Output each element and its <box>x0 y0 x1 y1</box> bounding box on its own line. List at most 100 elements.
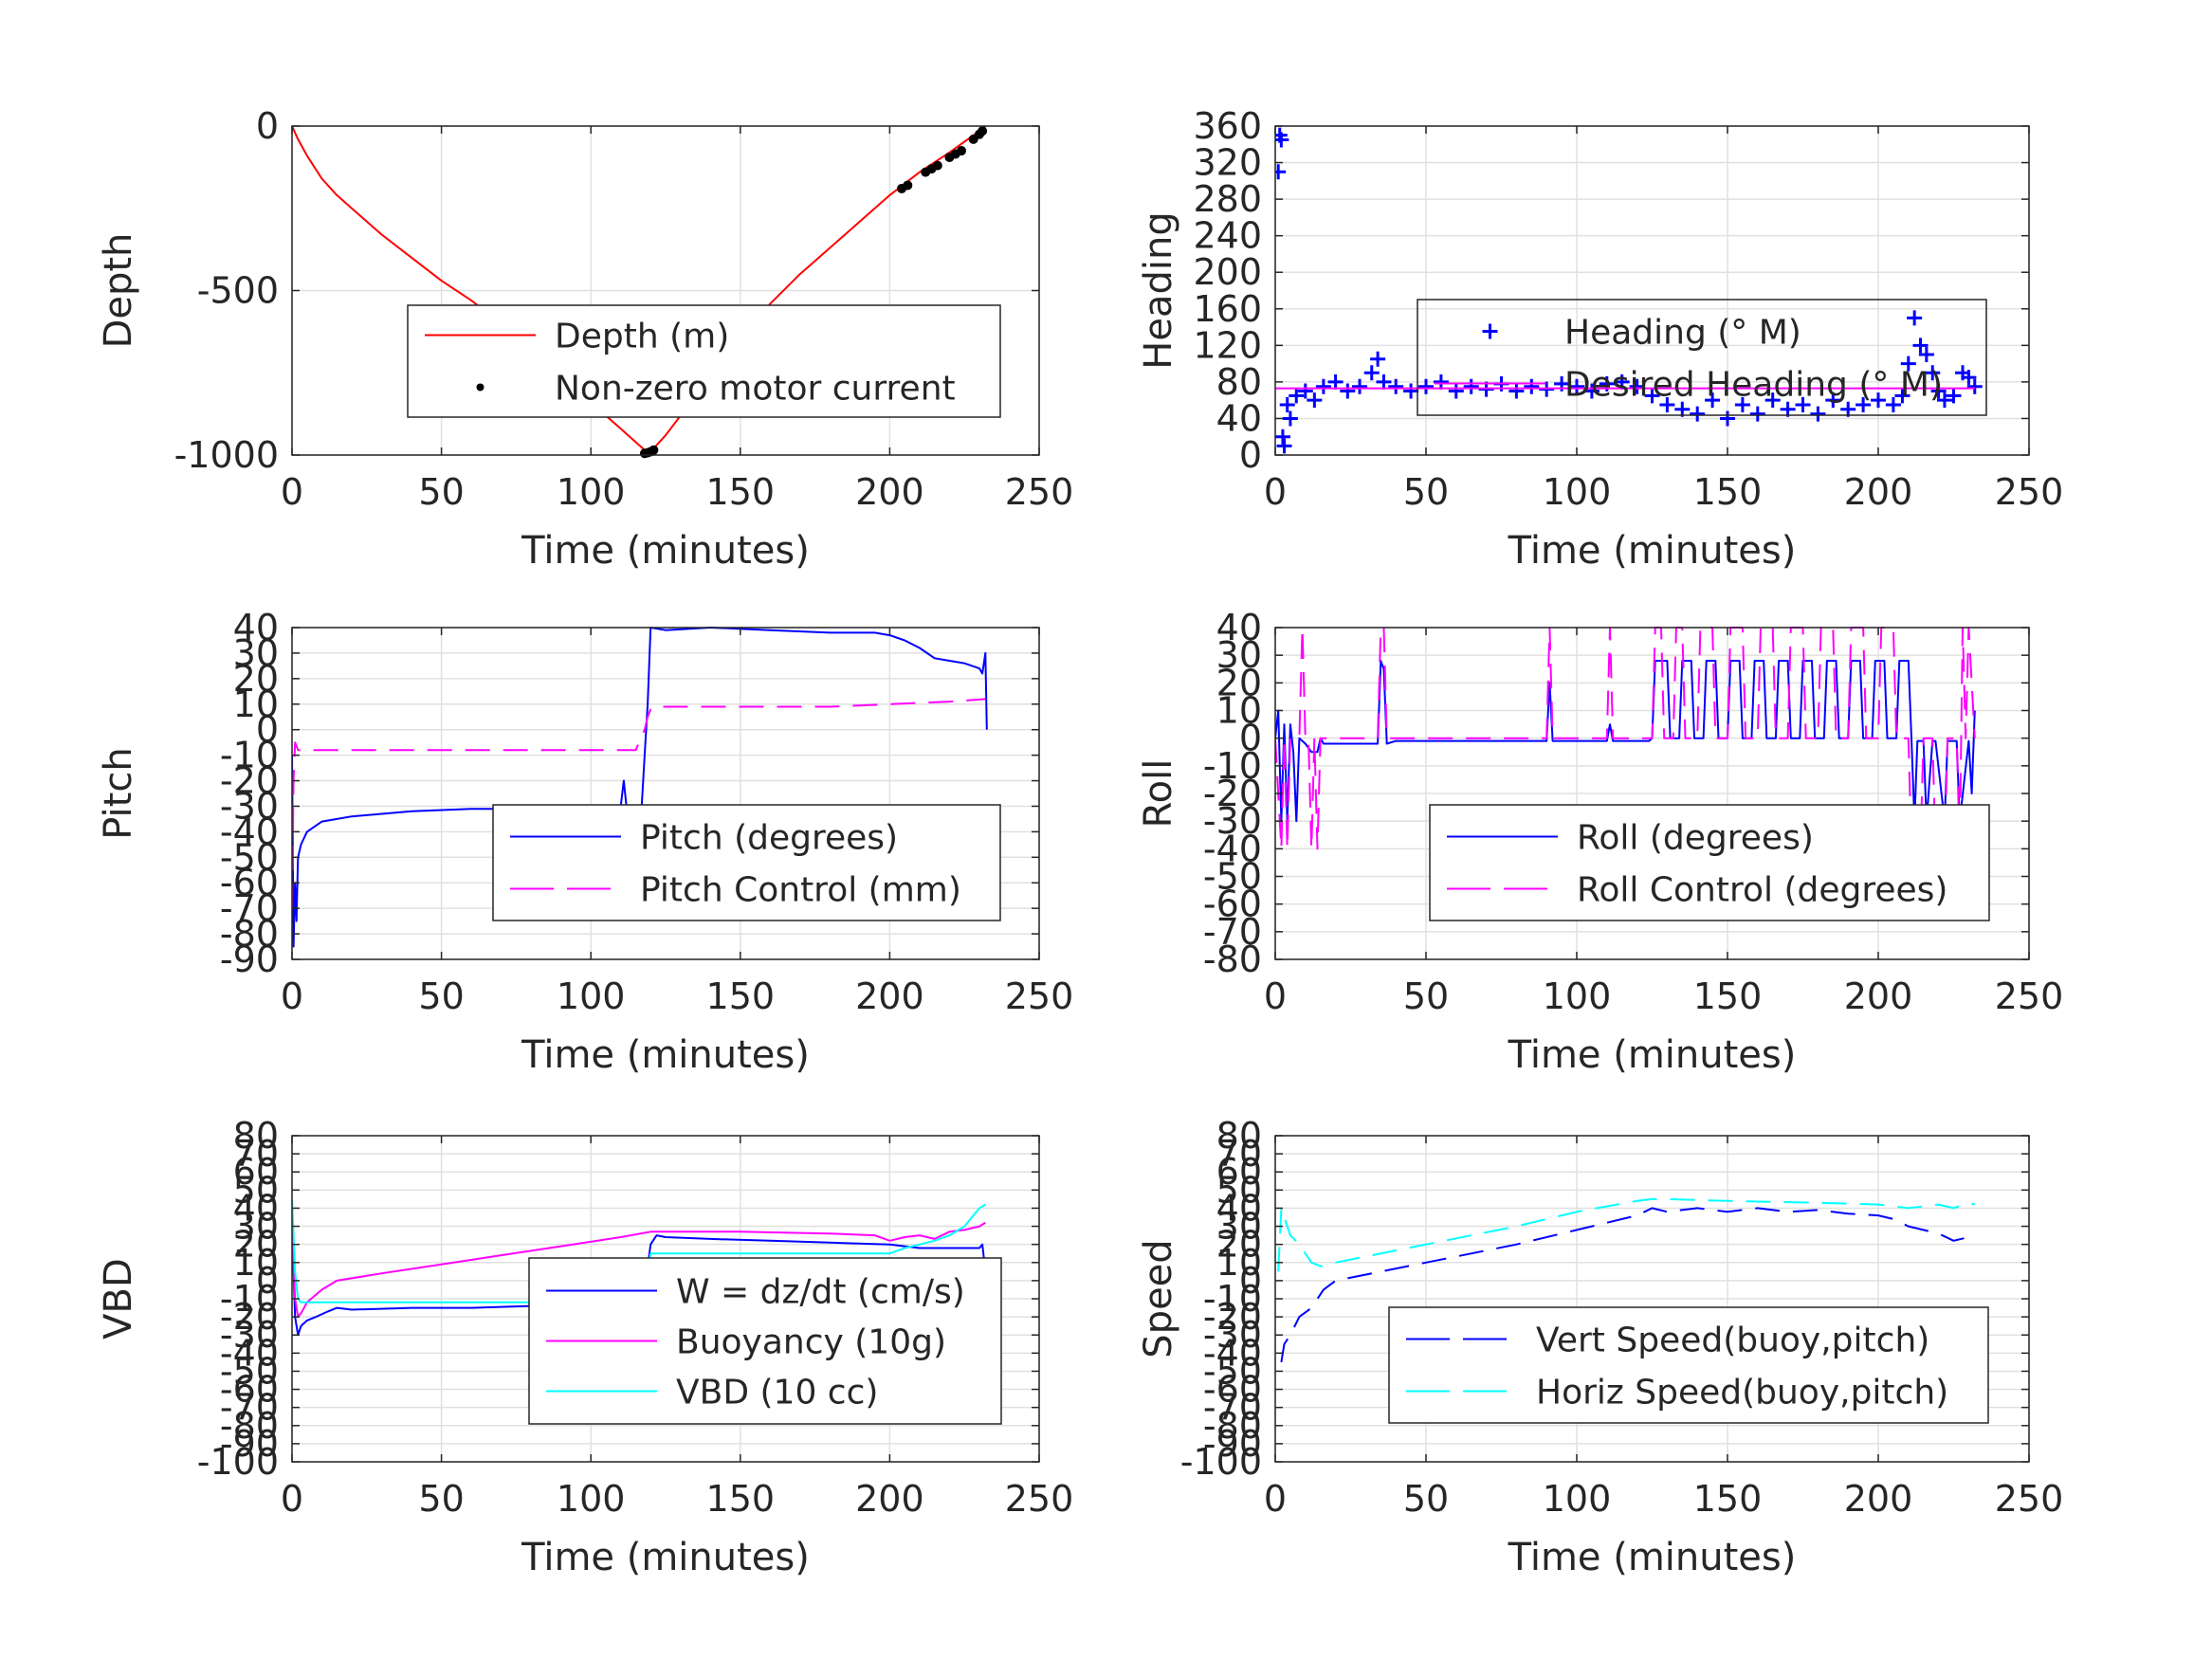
y-tick-label: 80 <box>233 1115 279 1157</box>
series-1-point <box>1871 392 1886 409</box>
x-tick-label: 50 <box>418 1478 464 1520</box>
legend-label: Roll (degrees) <box>1577 819 1814 858</box>
subplot-1: 0 50 100 150 200 250 -1000 -500 0 Time (minutes) D… <box>97 105 1073 573</box>
y-axis-label: Depth <box>97 233 140 349</box>
series-1-point <box>1749 406 1765 422</box>
legend-marker <box>476 383 484 392</box>
x-tick-label: 150 <box>706 471 776 513</box>
legend-label: VBD (10 cc) <box>676 1374 878 1413</box>
x-axis-label: Time (minutes) <box>1508 529 1797 573</box>
legend-label: Depth (m) <box>555 318 729 356</box>
y-tick-label: -40 <box>220 811 279 852</box>
series-1-point <box>1614 374 1630 390</box>
y-tick-label: 30 <box>1216 634 1262 676</box>
series-1-point <box>1690 406 1706 422</box>
y-tick-label: 0 <box>256 1260 279 1302</box>
series-2-line <box>1277 1197 1976 1272</box>
legend-box <box>528 1257 1002 1425</box>
series-1-point <box>1275 428 1290 445</box>
x-tick-label: 0 <box>281 975 303 1017</box>
series-1-point <box>1307 392 1323 409</box>
y-tick-label: -100 <box>197 1441 279 1483</box>
x-axis-label: Time (minutes) <box>521 1536 810 1579</box>
series-1-point <box>1644 388 1660 404</box>
y-tick-label: 0 <box>1239 434 1262 476</box>
legend-label: Non-zero motor current <box>555 370 956 409</box>
series-1-point <box>1810 406 1826 422</box>
y-tick-label: -90 <box>220 939 279 980</box>
series-1-point <box>1370 351 1386 367</box>
y-tick-label: 10 <box>1216 1242 1262 1284</box>
series-1-point <box>1936 392 1952 409</box>
y-tick-label: -30 <box>220 785 279 827</box>
series-1-point <box>1282 410 1298 427</box>
subplot-6: 0 50 100 150 200 250-100-90-80-70-60-50-40-30… <box>1137 1115 2063 1579</box>
x-tick-label: 200 <box>1844 1478 1913 1520</box>
y-tick-label: 50 <box>1216 1169 1262 1211</box>
series-2-point <box>903 180 913 191</box>
y-tick-label: 0 <box>1239 718 1262 759</box>
series-1-point <box>1524 378 1540 394</box>
y-tick-label: -40 <box>220 1332 279 1374</box>
y-tick-label: -10 <box>220 1278 279 1320</box>
series-2-point <box>932 160 942 171</box>
legend-box <box>1388 1306 1989 1424</box>
x-tick-label: 100 <box>557 1478 626 1520</box>
y-tick-label: 40 <box>1216 397 1262 439</box>
y-tick-label: 20 <box>1216 662 1262 703</box>
legend-label: Roll Control (degrees) <box>1577 871 1947 910</box>
y-tick-label: 20 <box>233 658 279 700</box>
series-1-point <box>1840 401 1856 417</box>
series-2-point <box>649 445 659 455</box>
series-1-point <box>1363 365 1380 381</box>
x-axis-label: Time (minutes) <box>1508 1033 1797 1077</box>
x-tick-label: 100 <box>1543 975 1612 1017</box>
y-tick-label: 80 <box>1216 361 1262 403</box>
y-tick-label: -80 <box>220 1405 279 1447</box>
series-1-point <box>1907 310 1923 326</box>
series-1-point <box>1894 388 1910 404</box>
axes-box <box>1274 125 2030 456</box>
x-tick-label: 50 <box>1403 975 1449 1017</box>
series-1-point <box>1925 365 1941 381</box>
y-tick-label: -80 <box>1203 939 1262 980</box>
y-tick-label: 30 <box>233 632 279 674</box>
series-1-point <box>1508 383 1525 399</box>
y-tick-label: -50 <box>220 1350 279 1392</box>
y-axis-label: VBD <box>97 1258 140 1340</box>
x-tick-label: 150 <box>1693 471 1763 513</box>
series-1-point <box>1448 383 1464 399</box>
series-1-point <box>1629 378 1645 394</box>
y-tick-label: 320 <box>1193 142 1262 184</box>
series-1-point <box>1825 392 1841 409</box>
legend: Vert Speed(buoy,pitch) Horiz Speed(buoy,p… <box>1388 1306 1989 1424</box>
x-tick-label: 250 <box>1005 1478 1074 1520</box>
y-tick-label: -20 <box>220 1296 279 1338</box>
x-tick-label: 150 <box>1693 1478 1763 1520</box>
series-1-point <box>1327 374 1344 390</box>
series-1-point <box>1275 164 1287 180</box>
y-tick-label: -10 <box>1203 1278 1262 1320</box>
series-1-line <box>1280 1207 1976 1363</box>
x-tick-label: 100 <box>557 975 626 1017</box>
series-2-line <box>292 698 986 909</box>
y-tick-label: 0 <box>256 709 279 751</box>
series-1-point <box>1912 337 1929 354</box>
legend: W = dz/dt (cm/s) Buoyancy (10g) VBD (10 cc… <box>528 1257 1002 1425</box>
series-1-point <box>1961 370 1977 386</box>
y-tick-label: 20 <box>1216 1224 1262 1266</box>
y-tick-label: -1000 <box>174 434 279 476</box>
series-1-point <box>1315 378 1331 394</box>
x-tick-label: 0 <box>281 1478 303 1520</box>
y-tick-label: 0 <box>256 105 279 147</box>
series-1-point <box>1720 410 1735 427</box>
series-group <box>292 125 988 459</box>
x-tick-label: 50 <box>418 975 464 1017</box>
series-1-point <box>1780 401 1796 417</box>
y-tick-label: -60 <box>1203 1369 1262 1411</box>
x-axis-label: Time (minutes) <box>521 529 810 573</box>
y-tick-label: 30 <box>233 1206 279 1248</box>
series-1-point <box>1885 396 1901 412</box>
series-1-point <box>1900 356 1916 372</box>
